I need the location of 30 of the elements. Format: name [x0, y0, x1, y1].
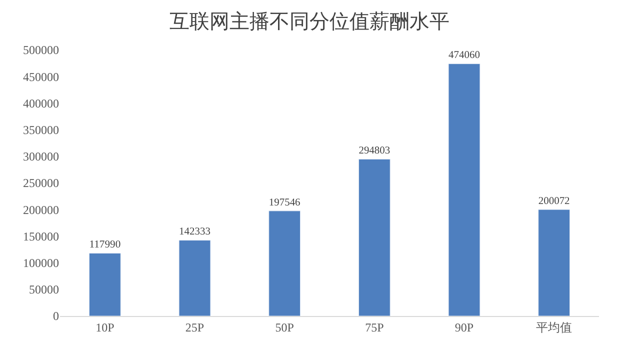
y-tick-label: 0: [53, 309, 59, 324]
x-tick-label: 10P: [96, 320, 115, 334]
y-tick-label: 500000: [23, 43, 59, 58]
y-tick-label: 300000: [23, 150, 59, 164]
bar: [178, 240, 211, 316]
data-label: 200072: [538, 196, 570, 207]
bar: [538, 209, 570, 316]
data-label: 294803: [358, 146, 390, 157]
data-label: 474060: [448, 50, 480, 62]
chart-title: 互联网主播不同分位值薪酬水平: [170, 8, 450, 33]
data-label: 117990: [89, 240, 121, 251]
bar: [88, 252, 121, 316]
y-tick-label: 450000: [23, 70, 59, 84]
y-tick-label: 250000: [23, 176, 59, 190]
bar: [268, 210, 301, 316]
bar: [358, 158, 390, 316]
x-tick-label: 75P: [365, 320, 384, 334]
x-tick-label: 90P: [454, 320, 474, 334]
y-tick-label: 400000: [23, 96, 59, 110]
y-tick-label: 200000: [23, 202, 59, 217]
data-label: 197546: [268, 197, 300, 208]
y-tick-label: 100000: [23, 256, 59, 270]
x-tick-label: 平均值: [536, 320, 572, 334]
bar: [448, 64, 480, 316]
y-tick-label: 350000: [23, 123, 59, 137]
x-tick-label: 50P: [275, 320, 294, 334]
x-tick-label: 25P: [185, 320, 204, 334]
y-tick-label: 50000: [29, 282, 59, 297]
data-label: 142333: [179, 226, 210, 238]
y-tick-label: 150000: [23, 229, 59, 244]
